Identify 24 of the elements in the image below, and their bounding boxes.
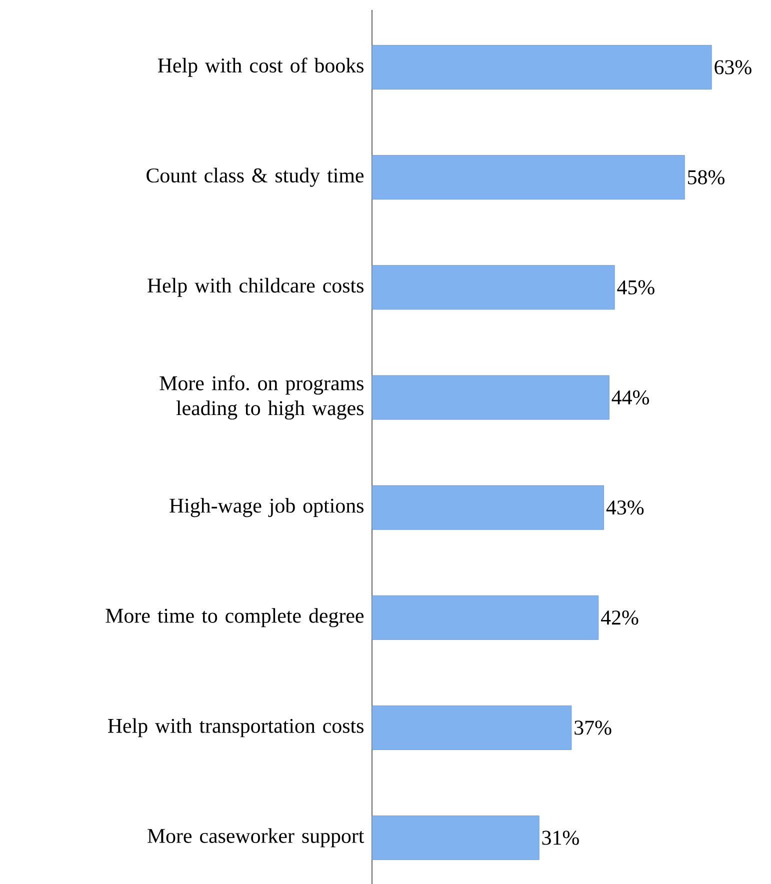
bar bbox=[372, 485, 604, 530]
data-label: 63% bbox=[714, 60, 752, 74]
y-tick-label: Help with transportation costs bbox=[108, 718, 364, 738]
y-tick-label: More caseworker support bbox=[148, 828, 364, 848]
data-label: 42% bbox=[600, 610, 638, 625]
data-label: 31% bbox=[542, 830, 579, 845]
bar bbox=[372, 265, 615, 310]
y-tick-label: More time to complete degree bbox=[106, 608, 364, 628]
bar bbox=[372, 705, 572, 750]
bar bbox=[372, 375, 610, 420]
y-tick-label: More info. on programs leading to high wages bbox=[160, 375, 364, 420]
data-label: 43% bbox=[606, 500, 644, 515]
bar bbox=[372, 816, 540, 860]
y-tick-label: High-wage job options bbox=[170, 498, 364, 518]
bar bbox=[372, 45, 712, 90]
data-label: 37% bbox=[574, 720, 612, 735]
data-label: 45% bbox=[617, 280, 654, 294]
y-tick-label: Help with childcare costs bbox=[148, 278, 364, 297]
bar bbox=[372, 595, 599, 640]
data-label: 58% bbox=[688, 170, 724, 184]
bar bbox=[372, 155, 685, 200]
y-tick-label: Help with cost of books bbox=[158, 58, 364, 77]
data-label: 44% bbox=[612, 390, 649, 405]
y-tick-label: Count class & study time bbox=[146, 168, 364, 187]
